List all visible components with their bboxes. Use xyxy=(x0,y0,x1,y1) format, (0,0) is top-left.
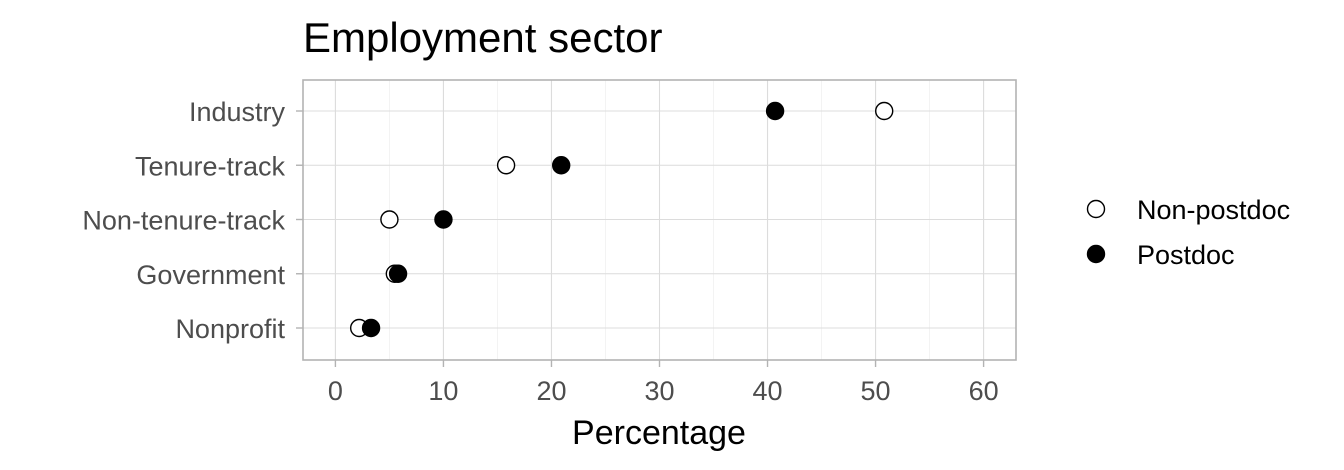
legend-marker xyxy=(1086,199,1106,219)
postdoc-point xyxy=(765,101,785,121)
non-postdoc-point xyxy=(875,101,894,121)
postdoc-point xyxy=(388,264,408,283)
y-tick-label: Tenure-track xyxy=(135,151,286,181)
legend: Non-postdoc Postdoc xyxy=(1086,195,1290,270)
postdoc-point xyxy=(434,210,453,229)
non-postdoc-point xyxy=(496,156,516,175)
x-tick-label: 60 xyxy=(969,376,999,406)
x-tick-label: 50 xyxy=(861,376,891,406)
x-tick-label: 40 xyxy=(753,376,783,406)
y-tick-label: Non-tenure-track xyxy=(82,206,285,236)
x-axis-label: Percentage xyxy=(572,414,746,452)
y-tick-label: Nonprofit xyxy=(175,314,285,344)
x-tick-label: 0 xyxy=(328,376,343,406)
data-points xyxy=(349,101,894,338)
x-axis: 0 10 20 30 40 50 60 xyxy=(328,360,999,406)
grid-lines xyxy=(303,80,1016,360)
x-tick-label: 10 xyxy=(428,376,458,406)
postdoc-point xyxy=(361,318,381,338)
legend-marker xyxy=(1086,244,1106,264)
y-tick-label: Government xyxy=(136,260,285,290)
y-axis: Industry Tenure-track Non-tenure-track Gove… xyxy=(82,97,303,344)
legend-label: Non-postdoc xyxy=(1137,195,1290,225)
x-tick-label: 20 xyxy=(536,376,566,406)
postdoc-point xyxy=(551,156,571,175)
non-postdoc-point xyxy=(380,210,399,229)
x-tick-label: 30 xyxy=(644,376,674,406)
chart-title: Employment sector xyxy=(303,14,662,61)
legend-label: Postdoc xyxy=(1137,240,1235,270)
y-tick-label: Industry xyxy=(189,97,286,127)
